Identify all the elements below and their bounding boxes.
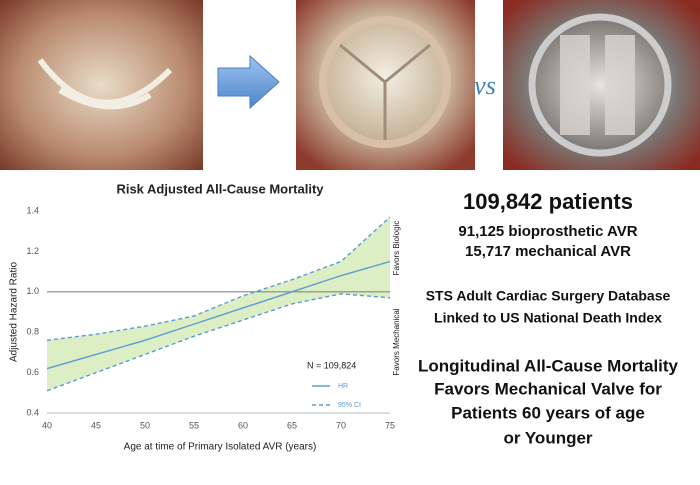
x-tick-label: 75 xyxy=(385,420,395,430)
y-tick-label: 1.2 xyxy=(26,246,39,256)
y-tick-label: 0.8 xyxy=(26,327,39,337)
conclusion-line: Patients 60 years of age xyxy=(451,403,645,422)
legend-label: HR xyxy=(338,383,348,390)
conclusion-line: or Younger xyxy=(503,428,592,447)
annotation: N = 109,824 xyxy=(307,360,356,370)
y-tick-label: 1.4 xyxy=(26,205,39,215)
photo-detail xyxy=(319,16,451,148)
summary-line: 91,125 bioprosthetic AVR xyxy=(458,223,637,240)
conclusion-line: Favors Mechanical Valve for xyxy=(434,379,662,398)
photo-detail xyxy=(605,35,635,135)
photo-detail xyxy=(560,35,590,135)
ci-upper xyxy=(46,216,391,341)
summary-line: 15,717 mechanical AVR xyxy=(465,243,631,260)
y-tick-label: 1.0 xyxy=(26,286,39,296)
photo-detail xyxy=(37,58,173,110)
x-tick-label: 60 xyxy=(238,420,248,430)
database-line: Linked to US National Death Index xyxy=(434,310,662,326)
headline: 109,842 patients xyxy=(463,189,633,214)
x-tick-label: 45 xyxy=(91,420,101,430)
x-tick-label: 70 xyxy=(336,420,346,430)
x-tick-label: 50 xyxy=(140,420,150,430)
x-tick-label: 40 xyxy=(42,420,52,430)
chart-title: Risk Adjusted All-Cause Mortality xyxy=(116,181,324,196)
photo-native-valve xyxy=(0,0,203,170)
photo-detail xyxy=(528,13,672,157)
x-tick-label: 65 xyxy=(287,420,297,430)
y-tick-label: 0.4 xyxy=(26,407,39,417)
y-tick-label: 0.6 xyxy=(26,367,39,377)
vs-label: vs xyxy=(474,71,496,100)
photo-detail xyxy=(339,43,431,140)
x-tick-label: 55 xyxy=(189,420,199,430)
legend-label: 95% CI xyxy=(338,402,361,409)
database-line: STS Adult Cardiac Surgery Database xyxy=(426,288,671,304)
side-label: Favors Biologic xyxy=(392,221,401,276)
arrow xyxy=(217,54,280,110)
y-axis-label: Adjusted Hazard Ratio xyxy=(9,262,20,362)
hr-line xyxy=(46,260,391,370)
side-label: Favors Mechanical xyxy=(392,308,401,375)
ci-band xyxy=(47,217,390,391)
conclusion-line: Longitudinal All-Cause Mortality xyxy=(418,356,679,375)
ci-lower xyxy=(46,293,391,392)
x-axis-label: Age at time of Primary Isolated AVR (yea… xyxy=(124,442,317,453)
